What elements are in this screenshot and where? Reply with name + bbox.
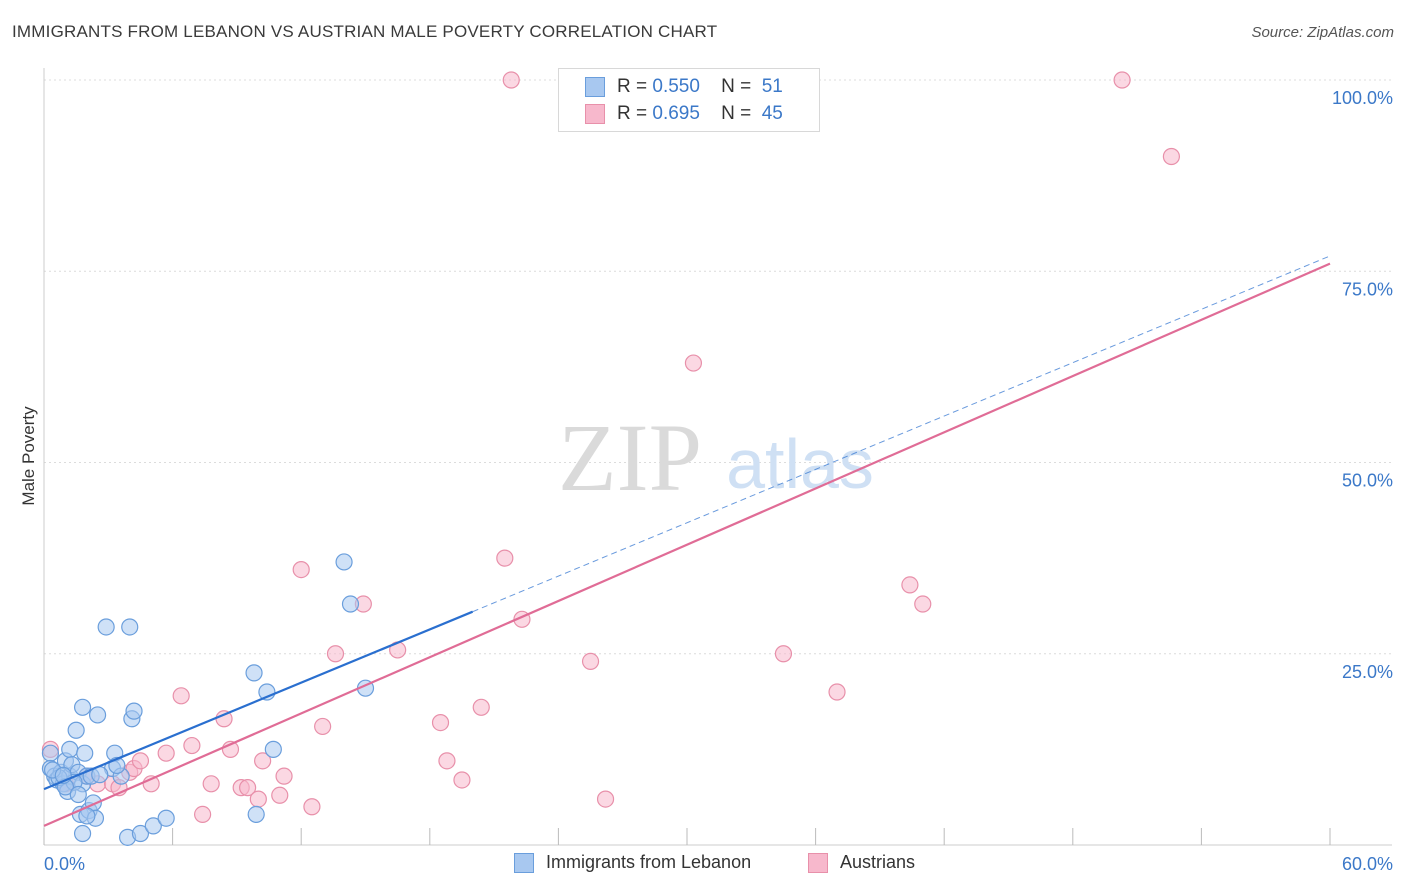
data-point [131, 824, 150, 843]
series-legend: Immigrants from Lebanon Austrians [0, 852, 1406, 878]
data-point [157, 744, 175, 762]
legend-n-value: 51 [761, 76, 783, 97]
legend-item-lebanon: Immigrants from Lebanon [514, 852, 751, 873]
legend-swatch-blue [514, 852, 534, 873]
data-point [901, 576, 919, 594]
legend-swatch-blue [585, 77, 605, 97]
data-point [254, 752, 272, 770]
data-point [264, 740, 282, 758]
data-point [73, 698, 92, 716]
data-point [596, 790, 615, 808]
data-point [249, 790, 267, 808]
data-point [157, 809, 175, 827]
data-point [502, 71, 520, 89]
legend-n-value: 45 [761, 103, 783, 124]
data-point [245, 664, 263, 682]
y-tick-label: 25.0% [1342, 662, 1393, 682]
legend-label-lebanon: Immigrants from Lebanon [546, 852, 752, 872]
watermark: ZIP atlas [558, 404, 874, 511]
data-point [41, 744, 60, 762]
correlation-legend: R = 0.550 N = 51 R = 0.695 N = 45 [558, 68, 820, 132]
data-point [247, 805, 265, 824]
data-point [1113, 71, 1131, 89]
watermark-atlas: atlas [726, 425, 874, 503]
data-point [453, 771, 471, 789]
data-point [581, 652, 600, 671]
data-point [69, 785, 87, 804]
trend-line-lebanon [43, 610, 474, 791]
data-point [67, 721, 85, 739]
axes [43, 68, 1392, 846]
grid-lines [44, 79, 1392, 655]
data-point [183, 736, 201, 755]
data-point [88, 706, 107, 724]
legend-n-label: N = [721, 76, 752, 97]
legend-swatch-pink [808, 852, 828, 873]
data-point [61, 740, 79, 758]
data-point [239, 779, 257, 797]
data-point [121, 618, 139, 636]
data-point [314, 717, 332, 736]
data-point [1162, 147, 1180, 166]
data-point [194, 805, 212, 824]
legend-r-value: 0.550 [652, 76, 700, 97]
data-point [271, 786, 289, 804]
data-point [828, 683, 846, 701]
data-point [438, 752, 456, 770]
data-point [341, 595, 360, 613]
data-point [172, 687, 190, 705]
source-label: Source: ZipAtlas.com [1251, 24, 1394, 41]
data-point [335, 553, 353, 571]
y-tick-label: 75.0% [1342, 279, 1393, 299]
data-point [303, 798, 321, 816]
data-point [125, 702, 143, 720]
series-lebanon [41, 553, 375, 846]
legend-r-label: R = [617, 76, 648, 97]
legend-label-austrians: Austrians [840, 852, 916, 872]
data-point [684, 354, 703, 372]
data-point [76, 744, 94, 762]
data-point [431, 713, 450, 732]
x-tick-label-min: 0.0% [44, 854, 85, 874]
x-tick-label-max: 60.0% [1342, 854, 1393, 874]
data-point [326, 645, 345, 663]
data-point [774, 645, 793, 663]
data-point [202, 775, 220, 793]
legend-swatch-pink [585, 104, 605, 124]
y-tick-labels: 25.0% 50.0% 75.0% 100.0% [1332, 88, 1393, 682]
legend-n-label: N = [721, 103, 752, 124]
data-point [73, 824, 92, 843]
data-point [144, 817, 162, 835]
legend-r-label: R = [617, 103, 648, 124]
legend-item-austrians: Austrians [808, 852, 915, 873]
watermark-zip: ZIP [558, 404, 702, 511]
legend-r-value: 0.695 [652, 103, 700, 124]
data-point [275, 767, 293, 785]
data-point [97, 618, 115, 636]
trend-lines [43, 255, 1331, 827]
data-point [292, 560, 310, 579]
data-point [472, 698, 490, 716]
y-tick-label: 50.0% [1342, 471, 1393, 491]
data-point [496, 549, 514, 567]
y-tick-label: 100.0% [1332, 88, 1393, 108]
chart-title: IMMIGRANTS FROM LEBANON VS AUSTRIAN MALE… [12, 22, 718, 41]
data-point [131, 752, 150, 770]
trend-line-austrians [43, 262, 1331, 827]
y-axis-label: Male Poverty [19, 406, 38, 506]
trend-line-lebanon-extrapolated [472, 255, 1331, 613]
data-point [914, 595, 932, 613]
